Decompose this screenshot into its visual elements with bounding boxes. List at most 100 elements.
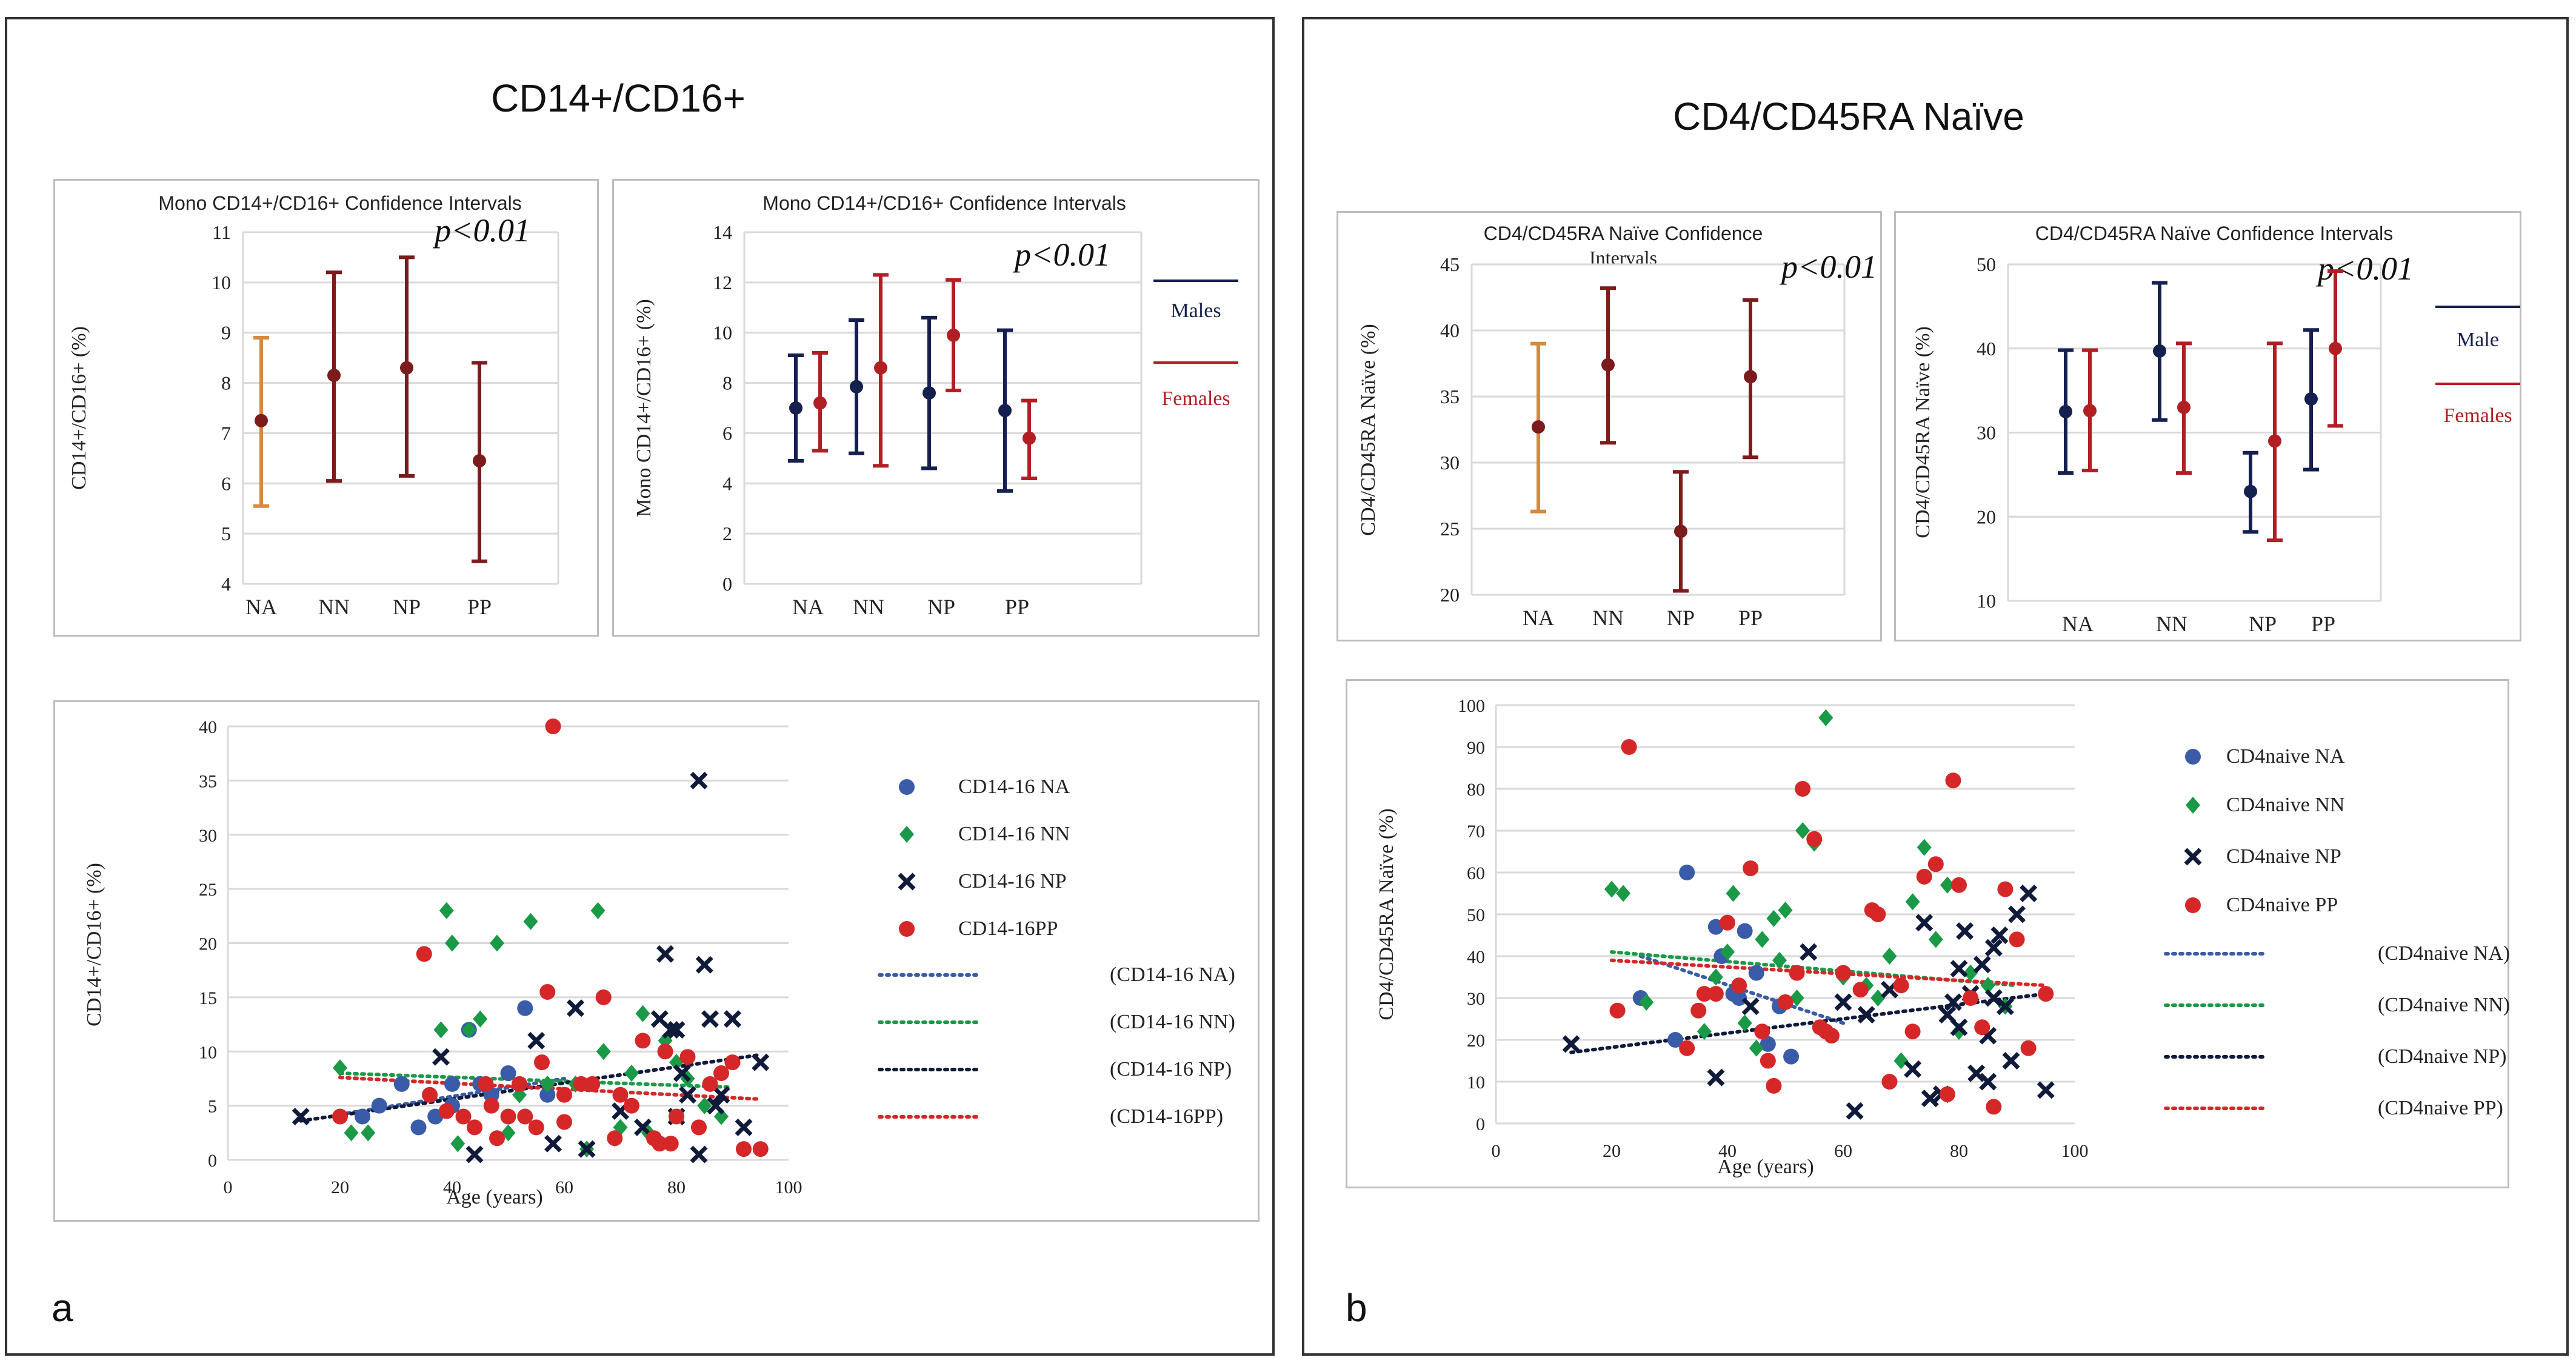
- error-bar-NP: [1673, 470, 1689, 593]
- data-point: [624, 1097, 639, 1114]
- data-point: [1754, 1023, 1770, 1040]
- data-point: [1939, 1086, 1955, 1102]
- data-point: [1726, 885, 1741, 902]
- x-tick-label: 100: [2061, 1141, 2089, 1161]
- y-tick-label: 35: [199, 771, 217, 791]
- p-value-annotation: p<0.01: [2315, 250, 2414, 287]
- data-point: [690, 771, 708, 789]
- data-point: [1696, 986, 1712, 1002]
- x-marker-stroke: [2008, 905, 2026, 923]
- error-bar-NA: [253, 336, 269, 508]
- data-point: [500, 1108, 516, 1125]
- error-bar-NA: [788, 353, 804, 463]
- x-marker-stroke: [898, 872, 916, 891]
- legend-label: CD4naive NP: [2226, 845, 2341, 868]
- data-point: [679, 1086, 696, 1104]
- data-point: [1731, 977, 1747, 994]
- y-tick-label: 20: [1977, 506, 1996, 527]
- x-marker-stroke: [701, 1010, 719, 1028]
- data-point: [1927, 856, 1944, 872]
- chart-b2: CD4/CD45RA Naïve Confidence Intervals 10 2…: [1912, 223, 2520, 636]
- data-point: [473, 1010, 488, 1028]
- data-point: [1905, 893, 1920, 911]
- category-label: NP: [393, 595, 421, 619]
- data-point: [422, 1087, 438, 1103]
- data-point: [292, 1108, 310, 1125]
- data-point: [1990, 926, 2009, 944]
- data-point: [1800, 943, 1818, 961]
- data-point: [539, 983, 556, 1000]
- mean-marker: [2329, 341, 2342, 355]
- data-point: [690, 1145, 708, 1164]
- data-point: [361, 1124, 376, 1142]
- error-bar-PP: [2327, 269, 2343, 428]
- x-marker-stroke: [1979, 1026, 1997, 1045]
- y-tick-label: 60: [1467, 863, 1485, 883]
- mean-marker: [473, 454, 486, 467]
- error-bar-NN: [873, 273, 889, 468]
- y-tick-label: 25: [199, 880, 217, 900]
- data-point: [714, 1108, 729, 1125]
- data-point: [1697, 1023, 1712, 1040]
- error-bar-NN: [326, 270, 342, 483]
- legend-marker: [899, 921, 915, 937]
- data-point: [545, 718, 561, 734]
- data-point: [445, 934, 459, 952]
- mean-marker: [1601, 358, 1615, 372]
- data-point: [669, 1108, 684, 1125]
- x-axis-label: Age (years): [1717, 1156, 1814, 1178]
- data-point: [344, 1124, 359, 1142]
- data-point: [1928, 931, 1943, 948]
- legend-label: CD14-16PP: [958, 917, 1058, 940]
- data-point: [439, 902, 454, 919]
- panel-b-letter: b: [1346, 1286, 1367, 1330]
- x-marker-stroke: [1562, 1035, 1580, 1053]
- data-point: [1639, 993, 1654, 1011]
- category-label: PP: [2311, 612, 2335, 636]
- chart-b1-box: CD4/CD45RA Naïve Confidence Intervals 20 25…: [1336, 211, 1882, 641]
- x-marker-stroke: [1979, 1073, 1997, 1091]
- data-point: [1823, 1028, 1840, 1044]
- chart-a2-box: Mono CD14+/CD16+ Confidence Intervals 0 2 4…: [612, 179, 1260, 637]
- x-tick-label: 40: [1718, 1141, 1737, 1161]
- data-point: [478, 1076, 494, 1092]
- data-point: [1881, 1074, 1898, 1090]
- data-point: [1604, 880, 1619, 898]
- category-label: NP: [927, 595, 955, 619]
- data-point: [724, 1010, 741, 1028]
- data-point: [1984, 989, 2003, 1007]
- category-label: PP: [1005, 595, 1029, 619]
- mean-marker: [998, 404, 1012, 418]
- mean-marker: [2059, 404, 2072, 418]
- mean-marker: [923, 386, 936, 400]
- data-point: [697, 1097, 712, 1114]
- data-point: [528, 1119, 544, 1136]
- data-point: [735, 1118, 753, 1136]
- x-marker-stroke: [432, 1048, 450, 1066]
- data-point: [1737, 1014, 1752, 1032]
- y-tick-label: 4: [221, 573, 231, 595]
- data-point: [1882, 948, 1897, 965]
- panel-a-title: CD14+/CD16+: [491, 76, 746, 120]
- data-point: [624, 1065, 639, 1082]
- y-tick-label: 10: [199, 1042, 217, 1062]
- error-bar-PP: [1743, 298, 1758, 460]
- y-tick-label: 70: [1467, 822, 1485, 842]
- data-point: [534, 1054, 550, 1071]
- data-point: [333, 1059, 347, 1077]
- data-point: [2020, 885, 2038, 902]
- data-point: [701, 1010, 719, 1028]
- mean-marker: [947, 328, 960, 342]
- data-point: [450, 1135, 465, 1153]
- legend-marker: [899, 779, 915, 795]
- data-point: [393, 1076, 410, 1092]
- x-marker-stroke: [695, 956, 713, 974]
- data-point: [1904, 1023, 1921, 1040]
- mean-marker: [2153, 344, 2166, 358]
- legend-label: CD14-16 NN: [958, 823, 1070, 845]
- data-point: [590, 902, 606, 919]
- data-point: [1967, 1064, 1986, 1082]
- data-point: [540, 1075, 555, 1093]
- data-point: [489, 1130, 505, 1147]
- data-point: [1917, 839, 1932, 856]
